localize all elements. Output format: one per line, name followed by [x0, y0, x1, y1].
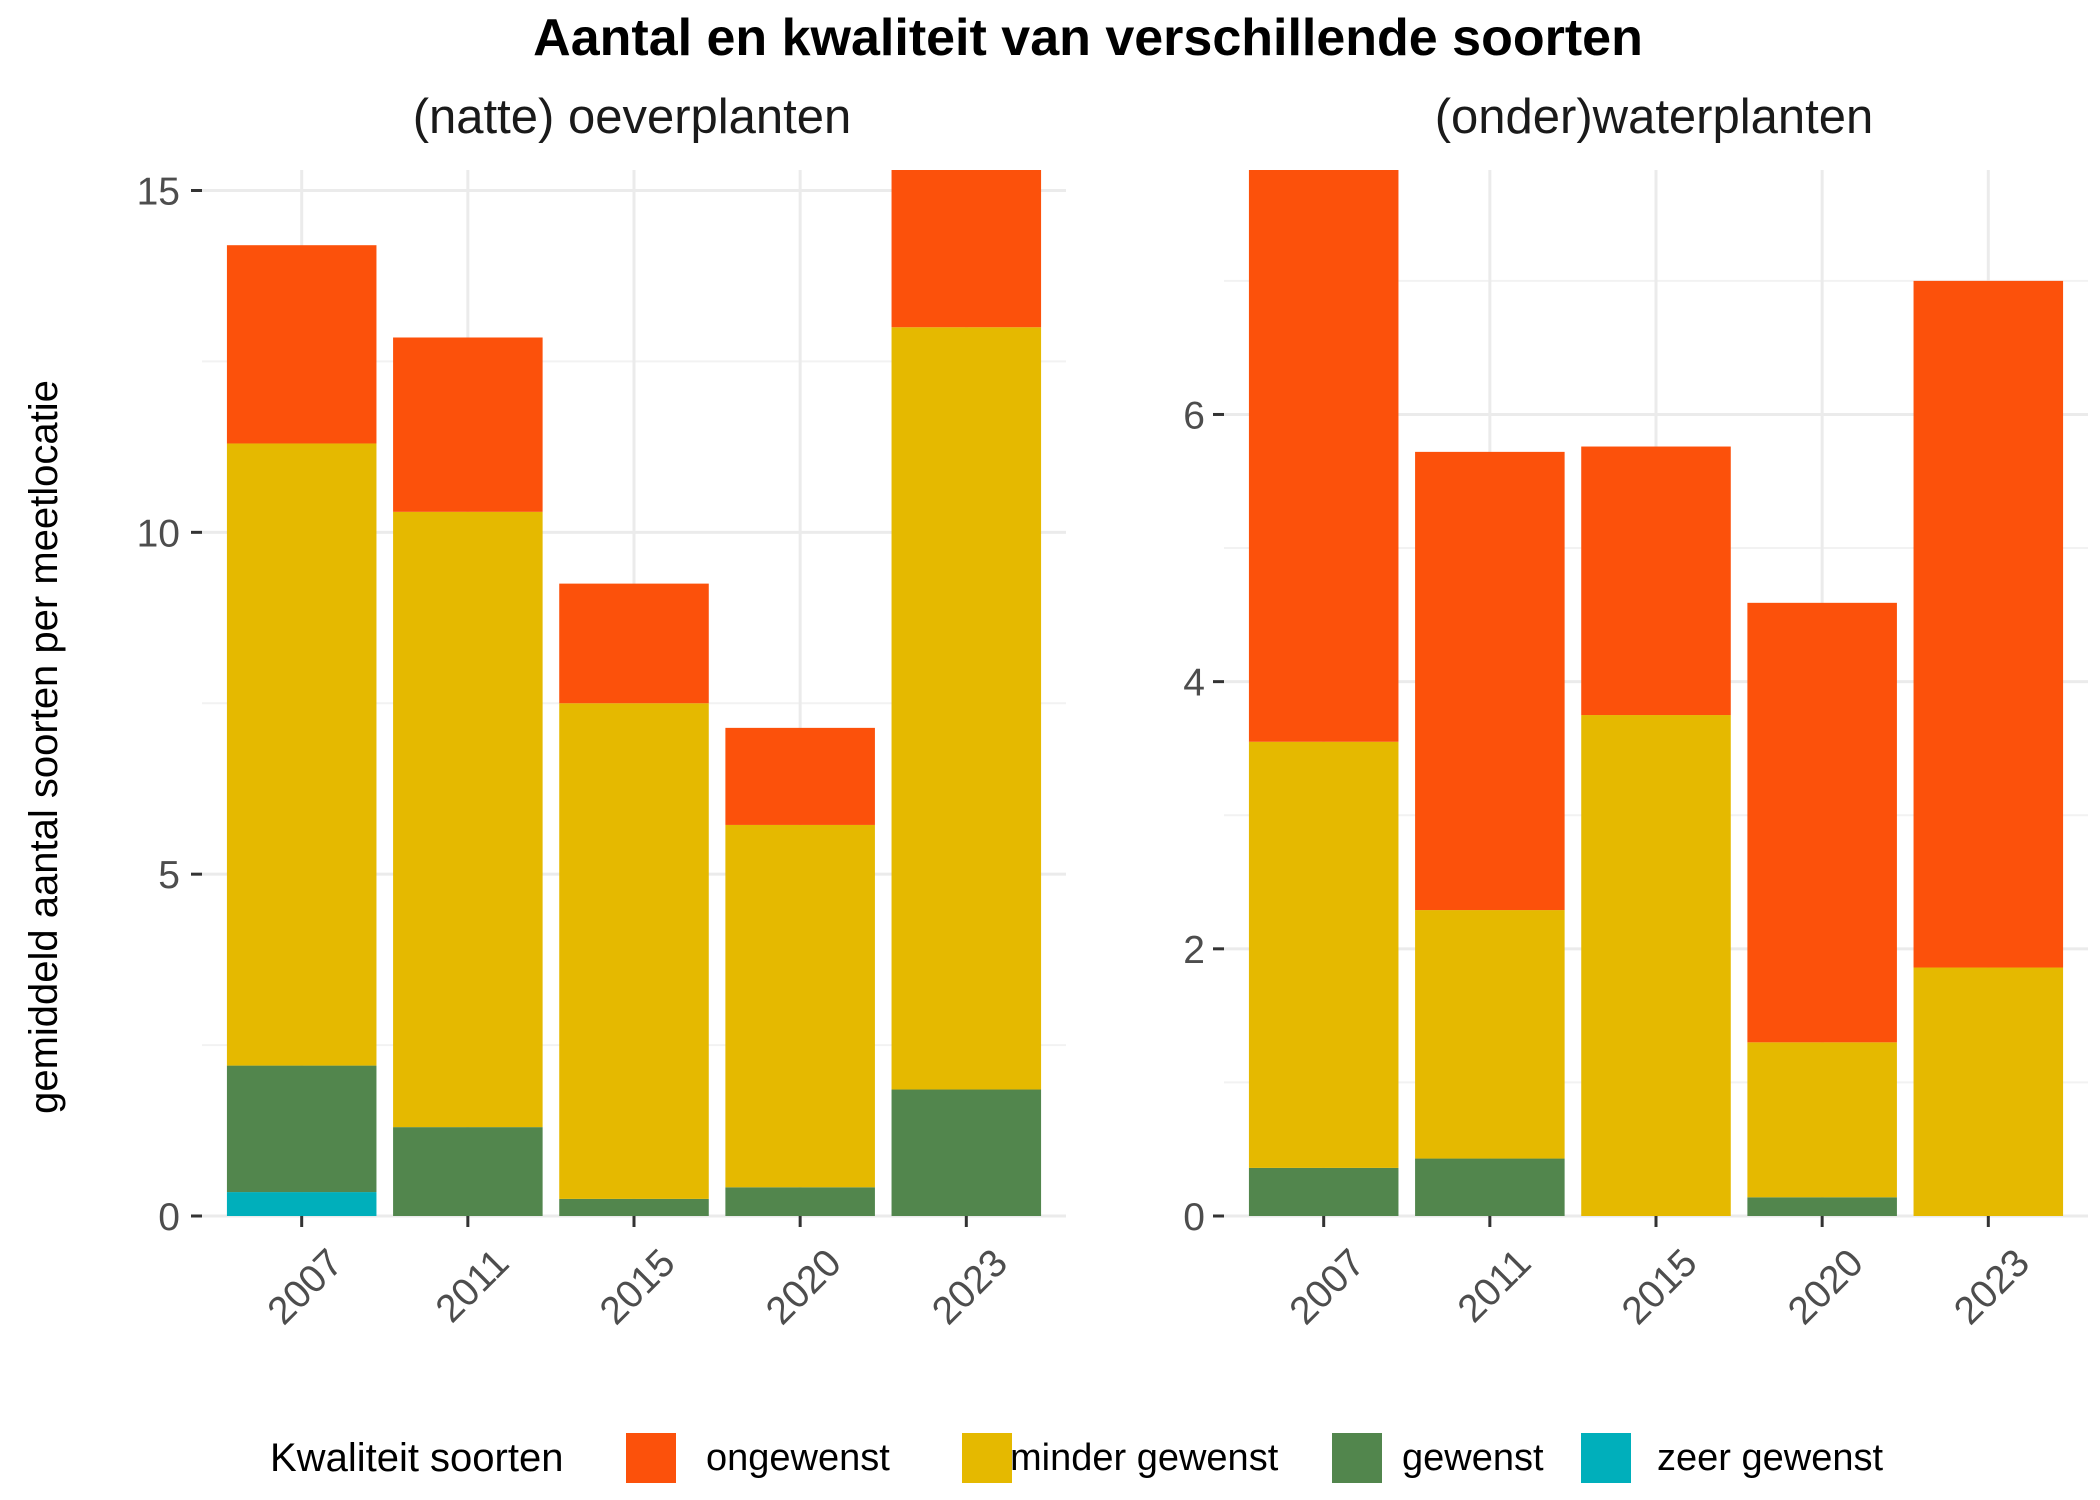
x-tick-label: 2023 [1946, 1241, 2038, 1333]
legend-swatch-ongewenst [626, 1433, 676, 1483]
panel-title-waterplanten: (onder)waterplanten [1435, 90, 1874, 144]
bar-ongewenst-2015 [559, 583, 709, 704]
y-tick-label: 4 [1183, 662, 1205, 705]
bar-minder-gewenst-2007 [226, 443, 377, 1066]
y-axis-label: gemiddeld aantal soorten per meetlocatie [22, 380, 66, 1114]
bar-gewenst-2023 [891, 1089, 1042, 1216]
bar-gewenst-2020 [1747, 1197, 1897, 1216]
panel-title-oeverplanten: (natte) oeverplanten [413, 90, 852, 144]
bar-gewenst-2007 [1248, 1167, 1399, 1216]
legend: Kwaliteit soorten ongewenst minder gewen… [270, 1433, 1883, 1483]
bar-minder-gewenst-2020 [1747, 1042, 1897, 1198]
x-tick-label: 2011 [428, 1241, 518, 1331]
bar-minder-gewenst-2023 [891, 327, 1042, 1090]
bar-minder-gewenst-2015 [559, 703, 709, 1199]
x-tick-label: 2007 [1282, 1241, 1374, 1333]
y-tick-label: 15 [137, 171, 180, 214]
bar-ongewenst-2011 [1415, 451, 1565, 911]
bar-ongewenst-2023 [891, 170, 1042, 328]
bar-zeer-gewenst-2007 [226, 1192, 377, 1216]
bar-minder-gewenst-2020 [725, 824, 875, 1188]
legend-title: Kwaliteit soorten [270, 1436, 563, 1480]
bar-ongewenst-2007 [1248, 170, 1399, 742]
bar-gewenst-2007 [226, 1065, 377, 1193]
x-tick-label: 2020 [1780, 1241, 1872, 1333]
legend-swatch-gewenst [1332, 1433, 1382, 1483]
y-tick-label: 6 [1183, 394, 1205, 437]
bar-ongewenst-2020 [725, 727, 875, 825]
bar-gewenst-2020 [725, 1187, 875, 1216]
x-tick-label: 2020 [758, 1241, 850, 1333]
x-tick-label: 2015 [592, 1241, 684, 1333]
bar-minder-gewenst-2015 [1581, 715, 1731, 1216]
bar-minder-gewenst-2007 [1248, 741, 1399, 1168]
panel-waterplanten: 0 2 4 6 2007 2011 2015 2020 2023 [1183, 170, 2088, 1333]
bar-minder-gewenst-2023 [1913, 967, 2064, 1216]
bar-ongewenst-2011 [393, 337, 543, 512]
legend-swatch-minder-gewenst [962, 1433, 1012, 1483]
panel-oeverplanten: 0 5 10 15 2007 2011 2015 2020 2023 [137, 170, 1066, 1333]
legend-label-ongewenst: ongewenst [706, 1437, 890, 1479]
legend-label-gewenst: gewenst [1402, 1437, 1544, 1479]
bar-ongewenst-2020 [1747, 602, 1897, 1043]
legend-label-zeer-gewenst: zeer gewenst [1657, 1437, 1883, 1479]
bar-ongewenst-2007 [226, 245, 377, 444]
y-tick-label: 0 [1183, 1196, 1205, 1239]
y-tick-label: 0 [158, 1196, 180, 1239]
y-tick-label: 10 [137, 512, 180, 555]
legend-swatch-zeer-gewenst [1581, 1433, 1631, 1483]
bar-gewenst-2011 [1415, 1158, 1565, 1216]
y-tick-label: 2 [1183, 929, 1205, 972]
chart-title: Aantal en kwaliteit van verschillende so… [533, 9, 1643, 67]
x-tick-label: 2023 [924, 1241, 1016, 1333]
bar-ongewenst-2023 [1913, 280, 2064, 968]
x-tick-label: 2007 [260, 1241, 352, 1333]
bar-ongewenst-2015 [1581, 446, 1731, 716]
legend-label-minder-gewenst: minder gewenst [1010, 1437, 1279, 1479]
y-tick-label: 5 [158, 854, 180, 897]
x-tick-label: 2011 [1450, 1241, 1540, 1331]
bar-minder-gewenst-2011 [393, 511, 543, 1128]
bar-minder-gewenst-2011 [1415, 910, 1565, 1159]
bar-gewenst-2015 [559, 1198, 709, 1216]
x-tick-label: 2015 [1614, 1241, 1706, 1333]
bar-gewenst-2011 [393, 1127, 543, 1216]
